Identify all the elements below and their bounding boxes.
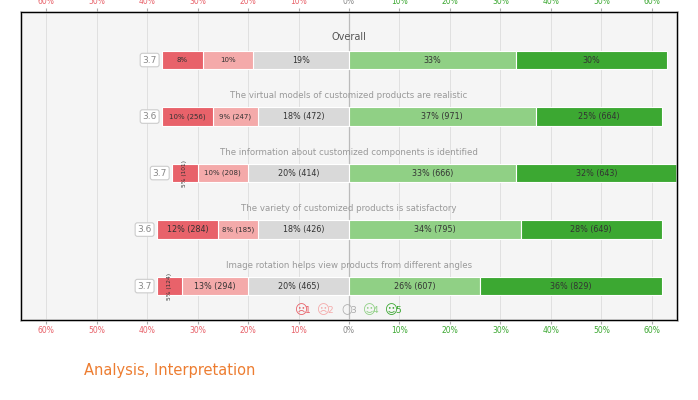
Text: 12% (284): 12% (284) (167, 225, 208, 234)
Text: 3.7: 3.7 (153, 168, 167, 178)
Text: The variety of customized products is satisfactory: The variety of customized products is sa… (242, 204, 456, 213)
Text: 20% (465): 20% (465) (278, 282, 320, 290)
Text: 9% (247): 9% (247) (219, 113, 251, 120)
Text: The information about customized components is identified: The information about customized compone… (220, 148, 478, 156)
Bar (253, 51, 349, 69)
Text: ○: ○ (341, 304, 352, 317)
Bar (258, 107, 349, 126)
Text: ☺: ☺ (385, 304, 399, 317)
Text: 32% (643): 32% (643) (576, 168, 617, 178)
Text: ☺: ☺ (363, 304, 376, 317)
Bar (157, 220, 218, 239)
Text: Image rotation helps view products from different angles: Image rotation helps view products from … (226, 260, 472, 270)
Bar (349, 277, 480, 295)
Bar (172, 164, 198, 182)
Bar (162, 107, 213, 126)
Bar (198, 164, 248, 182)
Text: 18% (472): 18% (472) (283, 112, 325, 121)
Text: 5% (124): 5% (124) (168, 272, 172, 300)
Bar (157, 277, 182, 295)
Bar (516, 51, 667, 69)
Bar (202, 51, 253, 69)
Text: 10% (208): 10% (208) (205, 170, 242, 176)
Text: 1: 1 (305, 306, 311, 315)
Text: 20% (414): 20% (414) (278, 168, 319, 178)
Text: 33%: 33% (424, 56, 441, 64)
Text: ☹: ☹ (295, 304, 308, 317)
Bar (248, 277, 349, 295)
Bar (248, 164, 349, 182)
Bar (218, 220, 258, 239)
Bar (536, 107, 662, 126)
Bar (521, 220, 662, 239)
Bar (349, 51, 516, 69)
Bar (258, 220, 349, 239)
Bar (349, 107, 536, 126)
Text: 19%: 19% (292, 56, 310, 64)
Text: 3.6: 3.6 (142, 112, 157, 121)
Text: Overall: Overall (332, 32, 366, 42)
Text: 8%: 8% (177, 57, 188, 63)
Text: 2: 2 (327, 306, 333, 315)
Text: 10%: 10% (220, 57, 236, 63)
Bar (480, 277, 662, 295)
Text: 5% (101): 5% (101) (182, 160, 188, 186)
Bar (182, 277, 248, 295)
Bar (162, 51, 202, 69)
Text: 34% (795): 34% (795) (414, 225, 456, 234)
Text: 3: 3 (350, 306, 356, 315)
Text: 3.6: 3.6 (138, 225, 151, 234)
Text: 28% (649): 28% (649) (570, 225, 612, 234)
Bar (213, 107, 258, 126)
Text: 25% (664): 25% (664) (578, 112, 620, 121)
Text: 5: 5 (396, 306, 401, 315)
Text: 18% (426): 18% (426) (283, 225, 325, 234)
Text: 30%: 30% (582, 56, 600, 64)
Text: 3.7: 3.7 (138, 282, 151, 290)
Text: The virtual models of customized products are realistic: The virtual models of customized product… (230, 91, 468, 100)
Text: 10% (256): 10% (256) (169, 113, 206, 120)
Text: 8% (185): 8% (185) (222, 226, 254, 233)
Text: 13% (294): 13% (294) (195, 282, 236, 290)
Bar (349, 220, 521, 239)
Text: 3.7: 3.7 (142, 56, 157, 64)
Text: 33% (666): 33% (666) (412, 168, 453, 178)
Text: 37% (971): 37% (971) (422, 112, 463, 121)
Text: 26% (607): 26% (607) (394, 282, 436, 290)
Text: ☹: ☹ (318, 304, 330, 317)
Text: 36% (829): 36% (829) (550, 282, 592, 290)
Bar (516, 164, 677, 182)
Text: Analysis, Interpretation: Analysis, Interpretation (84, 362, 255, 378)
Text: 4: 4 (373, 306, 378, 315)
Bar (349, 164, 516, 182)
